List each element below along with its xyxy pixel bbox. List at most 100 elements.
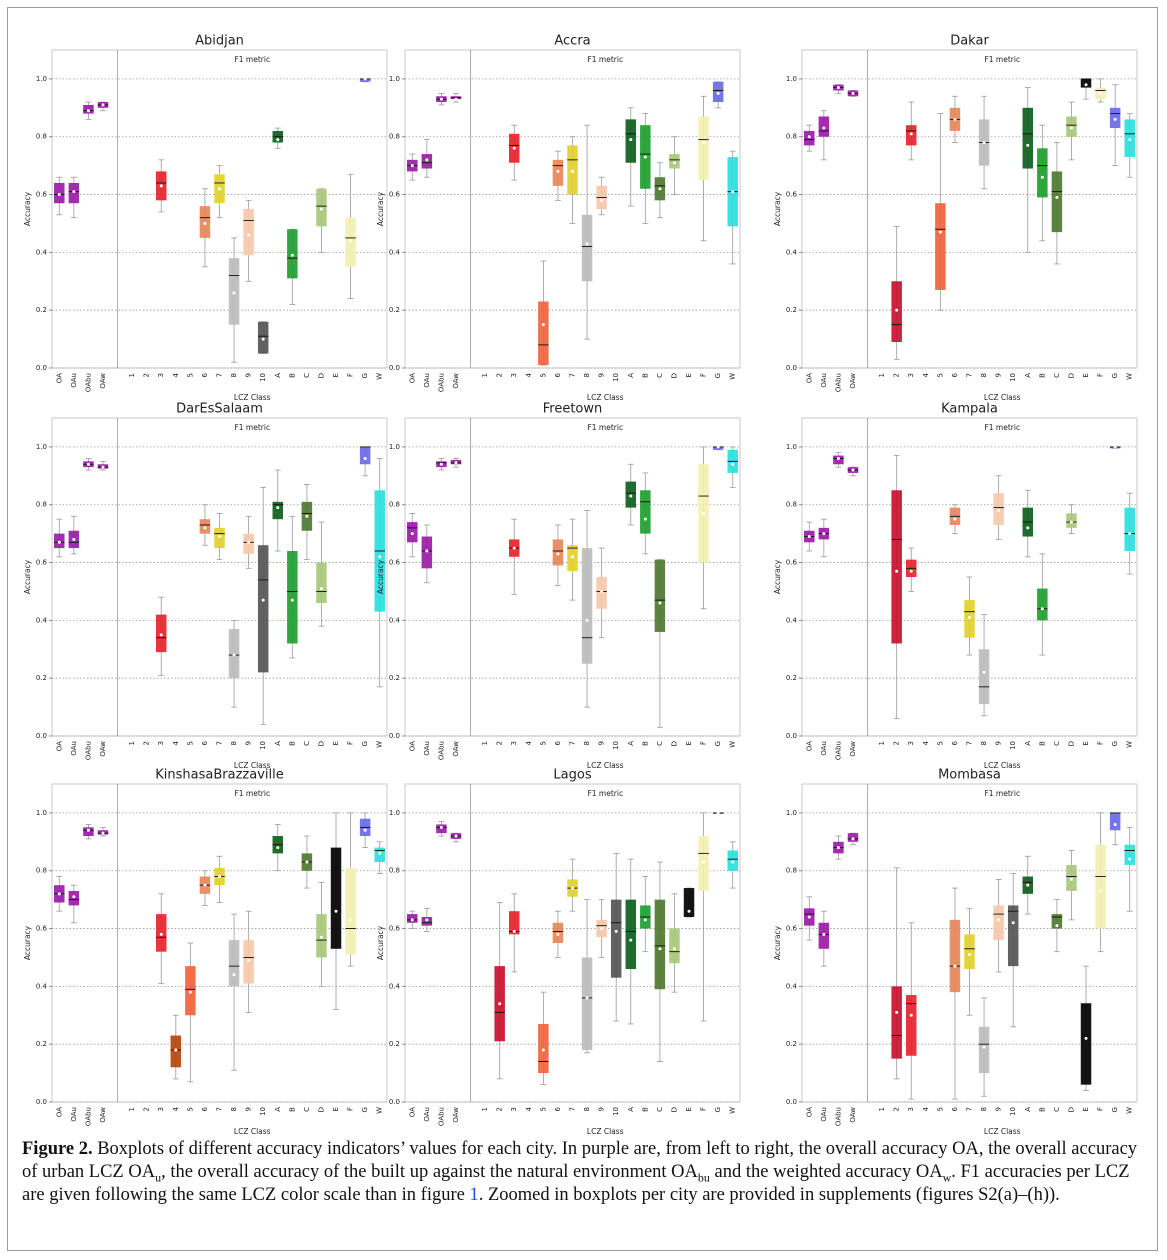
x-tick-label: E	[685, 1107, 693, 1111]
x-axis-label: LCZ Class	[984, 393, 1021, 402]
y-axis-label: Accuracy	[773, 925, 782, 960]
mean	[305, 514, 309, 518]
x-tick-label: 10	[1009, 741, 1017, 750]
x-tick-label: 9	[245, 1107, 253, 1111]
x-tick-label: OAbu	[437, 741, 445, 760]
x-tick-label: OAw	[849, 1107, 857, 1123]
x-tick-label: G	[361, 1107, 369, 1112]
chart-title: Freetown	[543, 402, 603, 417]
mean	[938, 230, 942, 234]
mean	[454, 461, 458, 465]
figure: 0.0 0.2 0.4 0.6 0.8 1.0 Abidjan F1 metric LCZ Cl…	[23, 34, 1138, 1135]
mean	[454, 97, 458, 101]
x-tick-label: D	[317, 1107, 325, 1112]
mean	[410, 532, 414, 536]
x-tick-label: D	[670, 1107, 678, 1112]
mean	[658, 187, 662, 191]
caption-text: w	[942, 1170, 952, 1185]
x-tick-label: OAu	[423, 741, 431, 756]
mean	[1113, 445, 1117, 449]
x-tick-label: 7	[216, 1107, 224, 1111]
x-tick-label: 6	[951, 372, 959, 377]
x-tick-label: W	[376, 1107, 384, 1114]
box	[287, 550, 298, 644]
y-tick-label: 0.2	[389, 306, 400, 314]
y-tick-label: 0.8	[36, 133, 47, 141]
box	[1037, 588, 1048, 621]
x-tick-label: B	[1038, 373, 1046, 378]
box	[1124, 844, 1135, 865]
x-axis-label: LCZ Class	[234, 393, 271, 402]
x-tick-label: 1	[128, 741, 136, 745]
x-tick-label: 2	[496, 1107, 504, 1111]
x-tick-label: OAw	[849, 741, 857, 757]
x-tick-label: OAu	[820, 373, 828, 388]
x-tick-label: F	[1097, 741, 1105, 745]
x-tick-label: 4	[922, 372, 930, 377]
mean	[953, 117, 957, 121]
mean	[822, 532, 826, 536]
x-tick-label: 10	[612, 373, 620, 382]
x-tick-label: OA	[805, 1107, 813, 1117]
y-axis-label: Accuracy	[773, 191, 782, 226]
y-tick-label: 0.0	[786, 364, 797, 372]
plot-frame	[801, 49, 1138, 369]
y-tick-label: 1.0	[786, 809, 797, 817]
x-tick-label: F	[700, 373, 708, 377]
y-tick-label: 0.6	[36, 191, 48, 199]
x-tick-label: 2	[143, 741, 151, 745]
mean	[319, 207, 323, 211]
mean	[643, 517, 647, 521]
mean	[895, 1010, 899, 1014]
mean	[349, 918, 353, 922]
mean	[378, 851, 382, 855]
box	[610, 899, 622, 978]
box	[1080, 1003, 1092, 1085]
box	[257, 545, 269, 673]
mean	[997, 918, 1001, 922]
x-tick-label: B	[641, 741, 649, 746]
mean	[851, 468, 855, 472]
x-tick-label: OAu	[820, 741, 828, 756]
mean	[261, 598, 265, 602]
mean	[997, 509, 1001, 513]
x-tick-label: D	[670, 741, 678, 746]
x-tick-label: OAu	[820, 1107, 828, 1122]
x-tick-label: 6	[951, 1106, 959, 1111]
caption-text: and the weighted accuracy OA	[709, 1162, 943, 1182]
mean	[672, 947, 676, 951]
x-tick-label: C	[303, 373, 311, 378]
y-tick-label: 0.4	[786, 248, 798, 256]
mean	[261, 337, 265, 341]
box	[272, 501, 284, 520]
mean	[731, 860, 735, 864]
mean	[1084, 83, 1088, 87]
y-tick-label: 0.8	[786, 867, 797, 875]
chart-title: Accra	[554, 34, 590, 49]
x-tick-label: 9	[598, 1107, 606, 1111]
x-tick-label: OAu	[70, 741, 78, 756]
mean	[410, 918, 414, 922]
y-tick-label: 0.8	[36, 867, 47, 875]
x-tick-label: A	[627, 373, 635, 378]
x-tick-label: OA	[805, 373, 813, 383]
plot-frame	[51, 49, 388, 369]
y-tick-label: 0.2	[36, 306, 47, 314]
mean	[349, 239, 353, 243]
x-tick-label: 1	[878, 741, 886, 745]
x-tick-label: 7	[569, 1107, 577, 1111]
x-tick-label: 7	[216, 373, 224, 377]
caption-text: bu	[697, 1170, 710, 1185]
y-tick-label: 0.0	[786, 1098, 797, 1106]
x-tick-label: OA	[408, 373, 416, 383]
y-tick-label: 0.2	[786, 674, 797, 682]
x-tick-label: OAw	[452, 1107, 460, 1123]
x-tick-label: 6	[554, 1106, 562, 1111]
y-tick-label: 0.4	[786, 982, 798, 990]
x-tick-label: 9	[598, 741, 606, 745]
x-tick-label: 5	[186, 373, 194, 377]
mean	[982, 141, 986, 145]
x-tick-label: C	[303, 1107, 311, 1112]
mean	[57, 540, 61, 544]
x-tick-label: W	[1126, 741, 1134, 748]
